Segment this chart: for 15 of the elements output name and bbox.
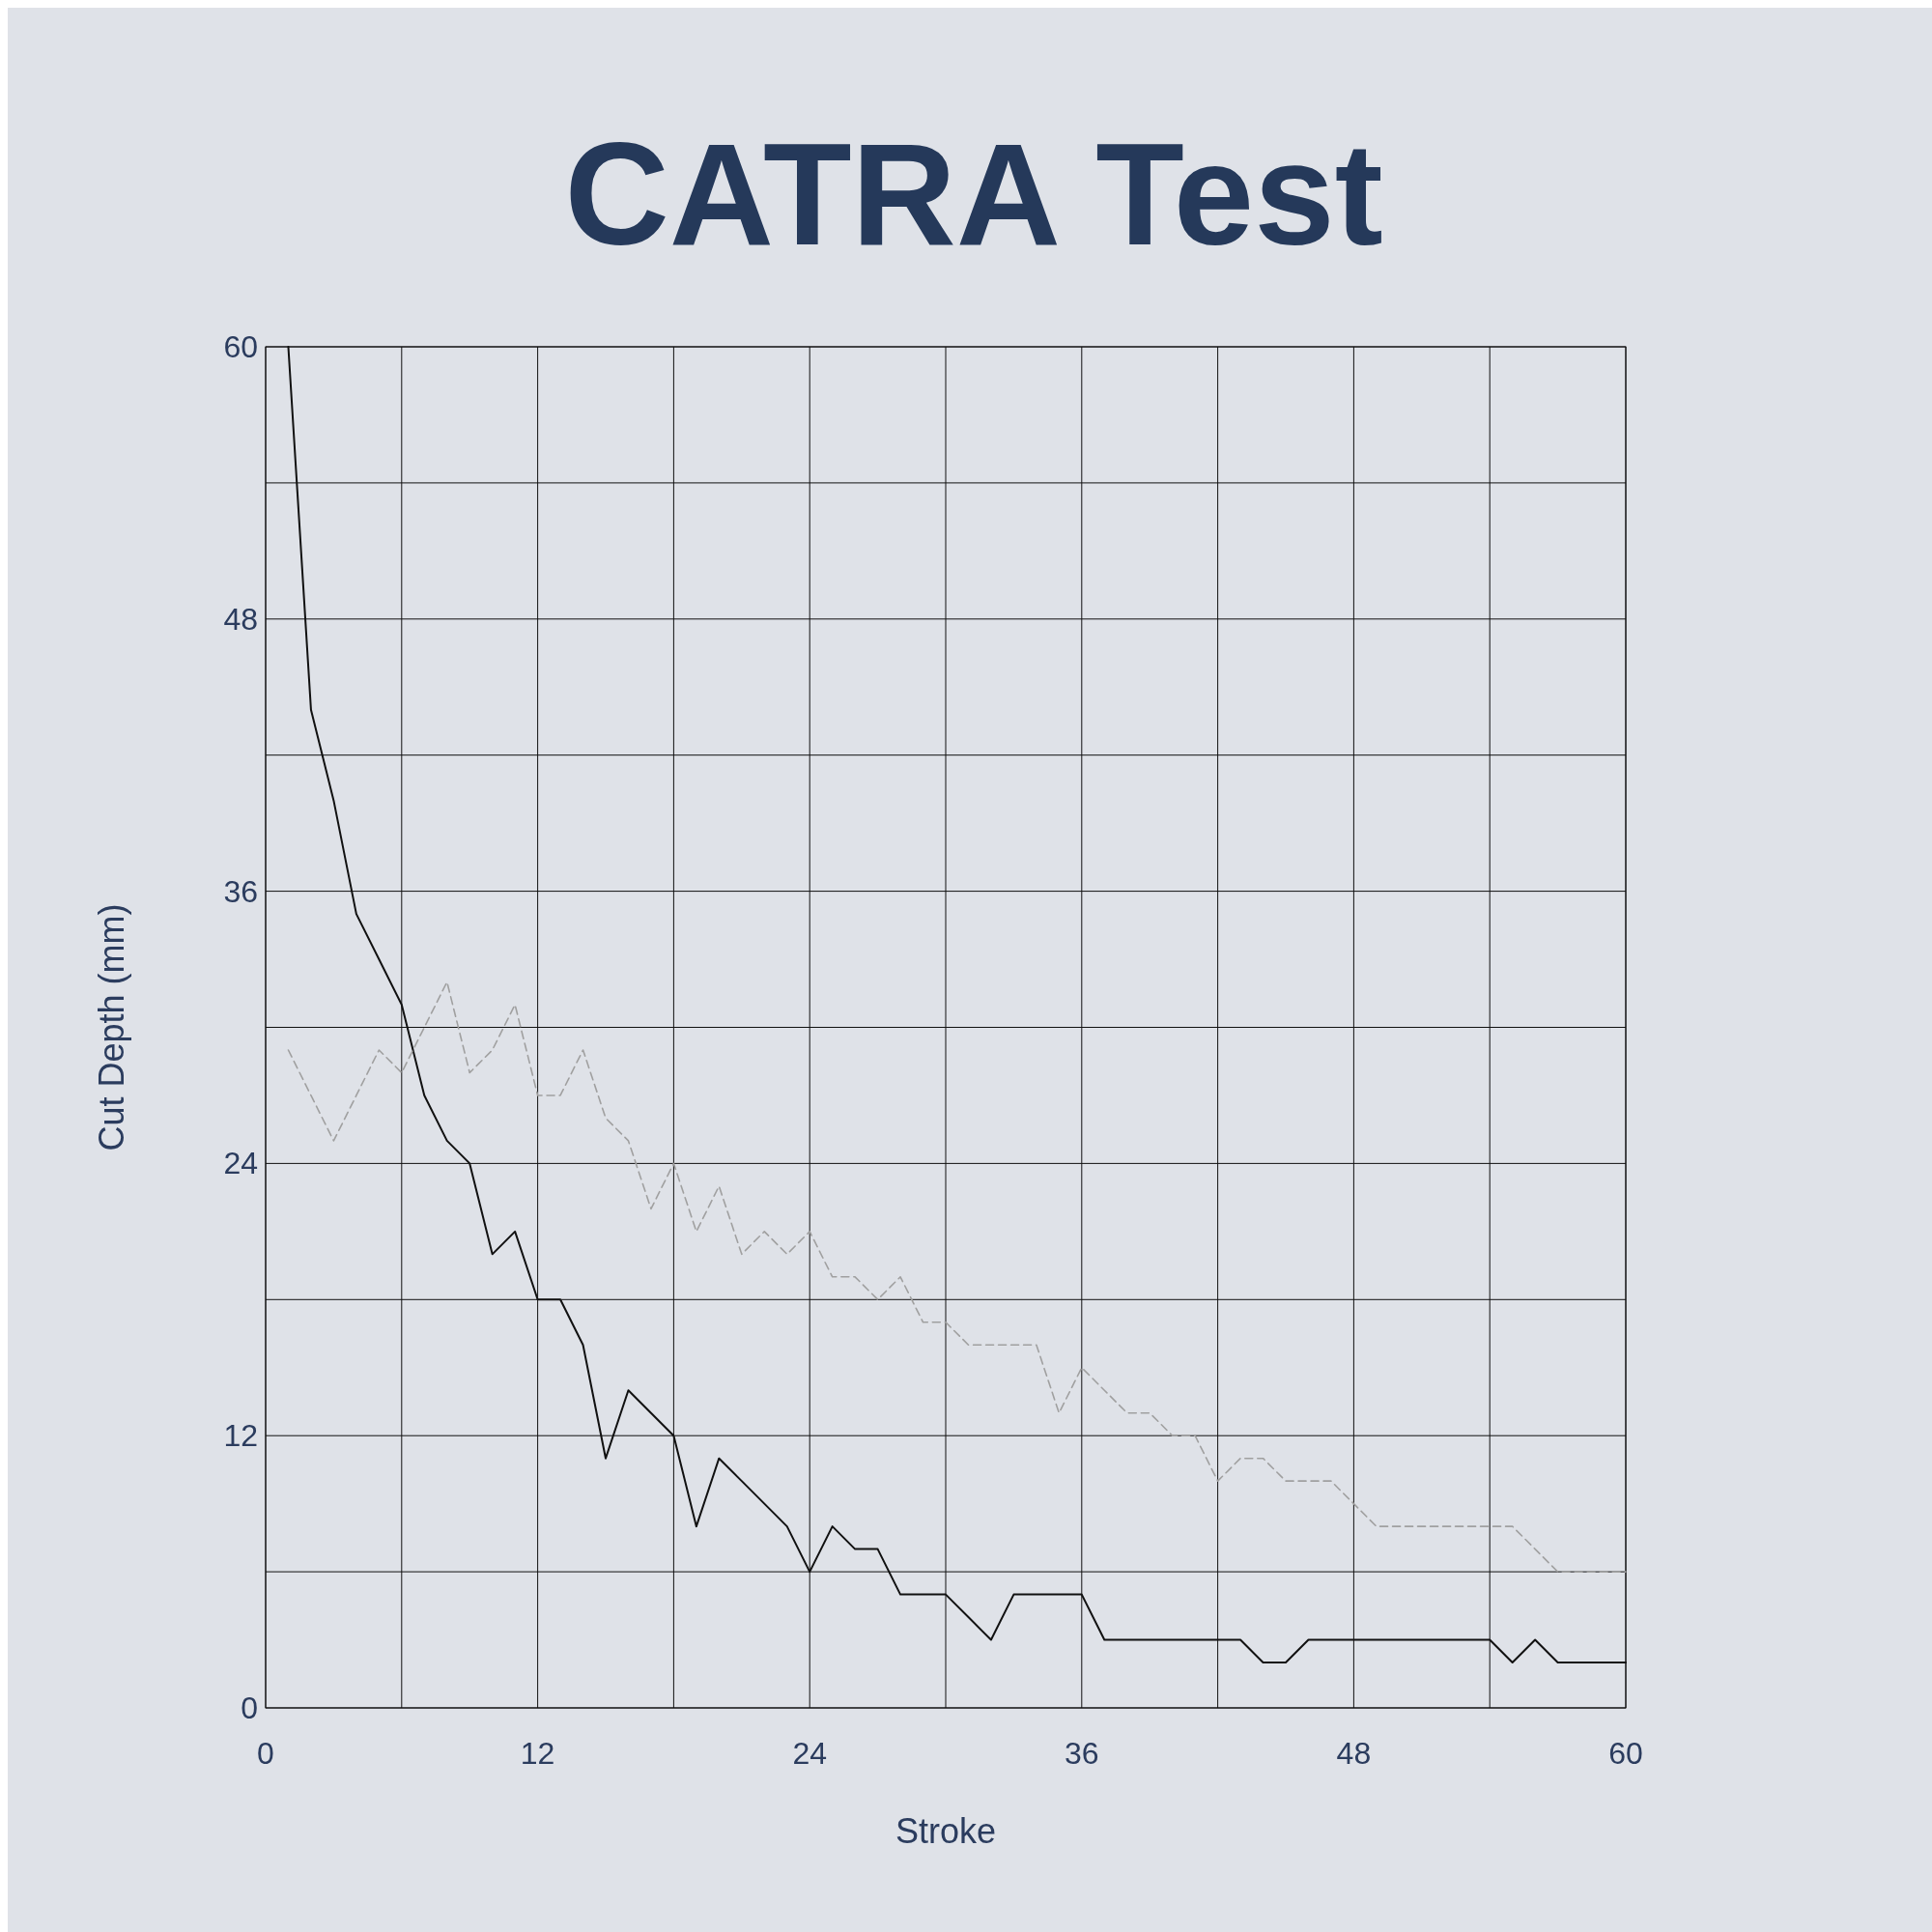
x-tick-label: 48 [1336,1736,1372,1771]
y-tick-label: 24 [223,1146,258,1181]
y-tick-label: 0 [241,1690,258,1725]
x-tick-label: 24 [792,1736,827,1771]
y-tick-label: 36 [223,873,258,909]
y-tick-label: 48 [223,601,258,637]
x-tick-label: 36 [1065,1736,1099,1771]
x-tick-label: 60 [1608,1736,1643,1771]
line-series [287,980,1627,1573]
y-tick-label: 60 [223,329,258,364]
x-axis-title: Stroke [895,1811,997,1851]
chart-title: CATRA Test [564,113,1383,275]
y-tick-label: 12 [223,1418,258,1454]
y-axis-title: Cut Depth (mm) [92,903,131,1151]
x-tick-label: 12 [520,1736,555,1771]
